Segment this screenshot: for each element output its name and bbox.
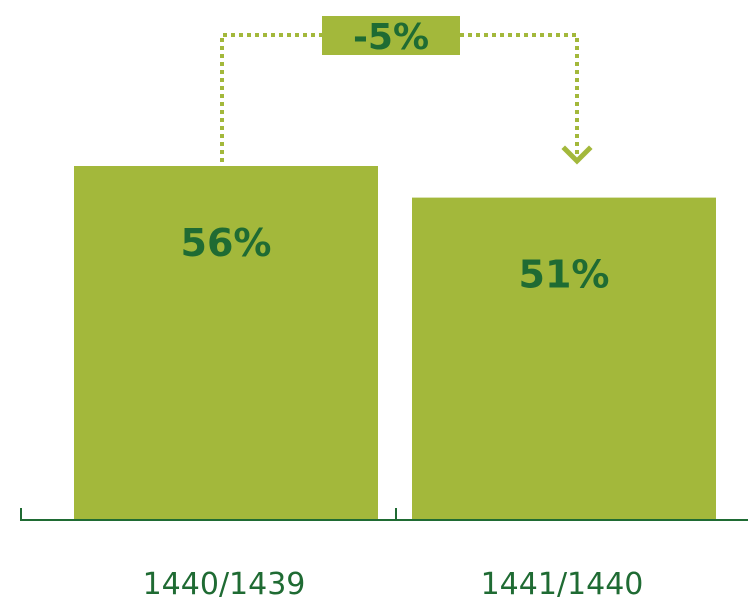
change-label: -5% <box>353 17 429 58</box>
bar-2 <box>412 197 716 520</box>
x-tick-label-2: 1441/1440 <box>481 567 644 602</box>
bar-value-label-2: 51% <box>519 253 610 297</box>
x-tick-label-1: 1440/1439 <box>143 567 306 602</box>
change-arrow-icon <box>561 145 593 165</box>
axis-layer <box>20 508 748 521</box>
change-connector-right <box>460 33 579 155</box>
change-connector-left <box>220 33 322 162</box>
bar-value-label-1: 56% <box>181 221 272 265</box>
change-label-box <box>322 16 460 55</box>
bar-1 <box>74 166 378 520</box>
connector-layer: -5% <box>220 16 593 165</box>
labels-layer: 56% 1440/1439 51% 1441/1440 <box>143 221 644 602</box>
bars-layer <box>74 166 716 520</box>
